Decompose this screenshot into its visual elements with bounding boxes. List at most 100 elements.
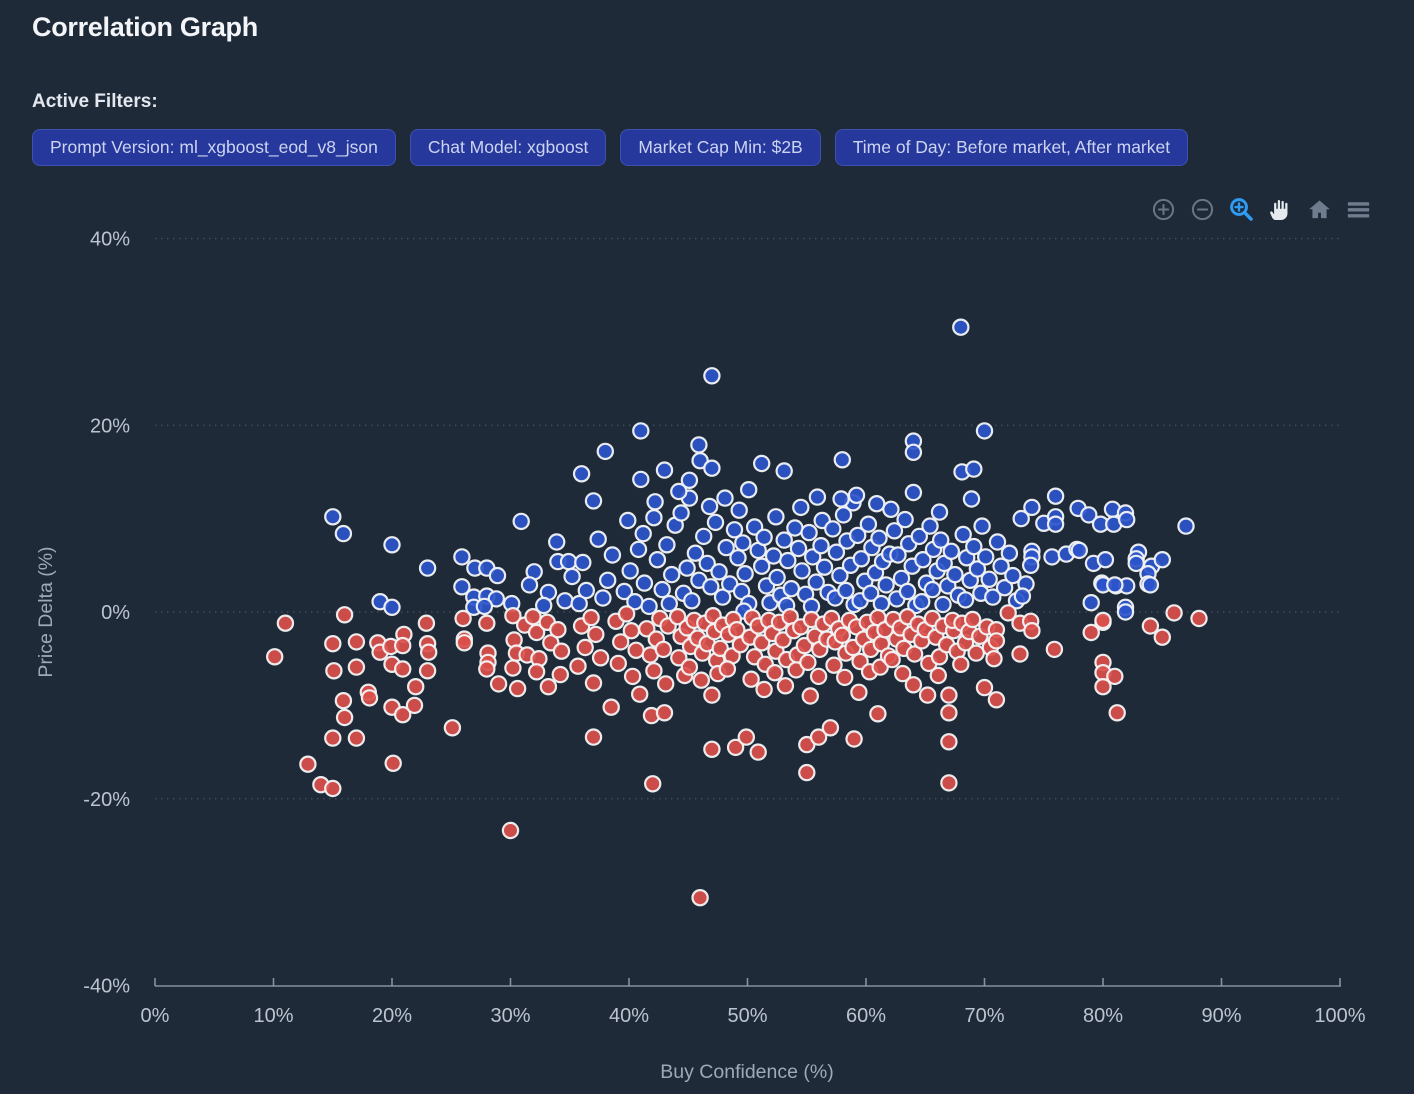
data-point[interactable]	[599, 571, 617, 590]
data-point[interactable]	[896, 510, 914, 529]
data-point[interactable]	[1082, 594, 1100, 612]
data-point[interactable]	[407, 678, 425, 696]
data-point[interactable]	[767, 508, 785, 526]
data-point[interactable]	[589, 530, 607, 548]
data-point[interactable]	[394, 660, 412, 678]
data-point[interactable]	[952, 318, 970, 336]
data-point[interactable]	[453, 548, 471, 566]
data-point[interactable]	[940, 733, 958, 751]
data-point[interactable]	[574, 553, 592, 572]
data-point[interactable]	[764, 547, 783, 565]
filter-chip[interactable]: Time of Day: Before market, After market	[834, 129, 1189, 166]
home-icon[interactable]	[1305, 195, 1333, 223]
data-point[interactable]	[698, 554, 716, 573]
data-point[interactable]	[930, 503, 949, 521]
data-point[interactable]	[869, 705, 887, 723]
data-point[interactable]	[800, 523, 818, 542]
data-point[interactable]	[1108, 704, 1126, 722]
data-point[interactable]	[631, 685, 649, 703]
data-point[interactable]	[325, 662, 343, 680]
data-point[interactable]	[821, 719, 840, 737]
data-point[interactable]	[980, 570, 998, 589]
data-point[interactable]	[577, 581, 596, 600]
data-point[interactable]	[548, 533, 566, 551]
data-point[interactable]	[615, 582, 634, 601]
data-point[interactable]	[799, 653, 817, 672]
data-point[interactable]	[1011, 645, 1029, 663]
data-point[interactable]	[706, 513, 725, 532]
data-point[interactable]	[1117, 510, 1136, 529]
data-point[interactable]	[775, 462, 793, 480]
data-point[interactable]	[539, 678, 558, 696]
data-point[interactable]	[755, 528, 773, 547]
data-point[interactable]	[383, 536, 401, 554]
data-point[interactable]	[668, 608, 687, 626]
data-point[interactable]	[889, 546, 907, 564]
data-point[interactable]	[648, 551, 667, 569]
data-point[interactable]	[559, 552, 578, 571]
data-point[interactable]	[753, 557, 771, 575]
data-point[interactable]	[654, 640, 673, 659]
data-point[interactable]	[987, 691, 1006, 709]
data-point[interactable]	[1023, 498, 1041, 517]
filter-chip[interactable]: Prompt Version: ml_xgboost_eod_v8_json	[32, 129, 396, 166]
data-point[interactable]	[792, 498, 810, 517]
data-point[interactable]	[995, 579, 1014, 597]
data-point[interactable]	[683, 592, 701, 610]
data-point[interactable]	[646, 493, 664, 511]
zoom-in-icon[interactable]	[1149, 195, 1177, 223]
data-point[interactable]	[700, 497, 719, 516]
data-point[interactable]	[324, 635, 342, 653]
data-point[interactable]	[798, 763, 816, 782]
data-point[interactable]	[870, 529, 888, 547]
data-point[interactable]	[678, 559, 696, 577]
data-point[interactable]	[621, 562, 639, 580]
data-point[interactable]	[702, 578, 720, 596]
data-point[interactable]	[934, 595, 952, 614]
data-point[interactable]	[730, 501, 748, 519]
data-point[interactable]	[932, 531, 950, 549]
data-point[interactable]	[717, 538, 735, 557]
data-point[interactable]	[776, 677, 795, 695]
data-point[interactable]	[417, 614, 436, 632]
data-point[interactable]	[894, 664, 912, 683]
data-point[interactable]	[965, 460, 983, 478]
data-point[interactable]	[394, 706, 412, 724]
data-point[interactable]	[736, 565, 754, 583]
data-point[interactable]	[1082, 623, 1100, 642]
data-point[interactable]	[549, 621, 567, 639]
data-point[interactable]	[324, 779, 342, 798]
data-point[interactable]	[729, 549, 747, 567]
data-point[interactable]	[622, 622, 641, 640]
data-point[interactable]	[779, 551, 797, 570]
data-point[interactable]	[634, 524, 652, 543]
data-point[interactable]	[1177, 517, 1195, 535]
zoom-out-icon[interactable]	[1188, 195, 1216, 223]
data-point[interactable]	[786, 519, 804, 537]
data-point[interactable]	[918, 686, 937, 704]
data-point[interactable]	[591, 649, 610, 667]
data-point[interactable]	[603, 546, 622, 564]
data-point[interactable]	[905, 645, 924, 663]
data-point[interactable]	[405, 696, 424, 715]
data-point[interactable]	[632, 422, 650, 440]
data-point[interactable]	[572, 465, 591, 483]
data-point[interactable]	[335, 606, 354, 624]
box-zoom-icon[interactable]	[1227, 195, 1255, 223]
data-point[interactable]	[478, 660, 496, 678]
data-point[interactable]	[1116, 603, 1135, 621]
pan-icon[interactable]	[1266, 195, 1294, 223]
data-point[interactable]	[552, 642, 571, 660]
data-point[interactable]	[999, 604, 1017, 622]
data-point[interactable]	[954, 525, 972, 544]
data-point[interactable]	[725, 521, 744, 539]
data-point[interactable]	[782, 580, 801, 598]
data-point[interactable]	[749, 743, 767, 761]
data-point[interactable]	[992, 557, 1010, 575]
data-point[interactable]	[1000, 544, 1019, 562]
filter-chip[interactable]: Market Cap Min: $2B	[620, 129, 821, 166]
data-point[interactable]	[695, 527, 713, 546]
data-point[interactable]	[655, 461, 674, 479]
data-point[interactable]	[644, 775, 662, 793]
